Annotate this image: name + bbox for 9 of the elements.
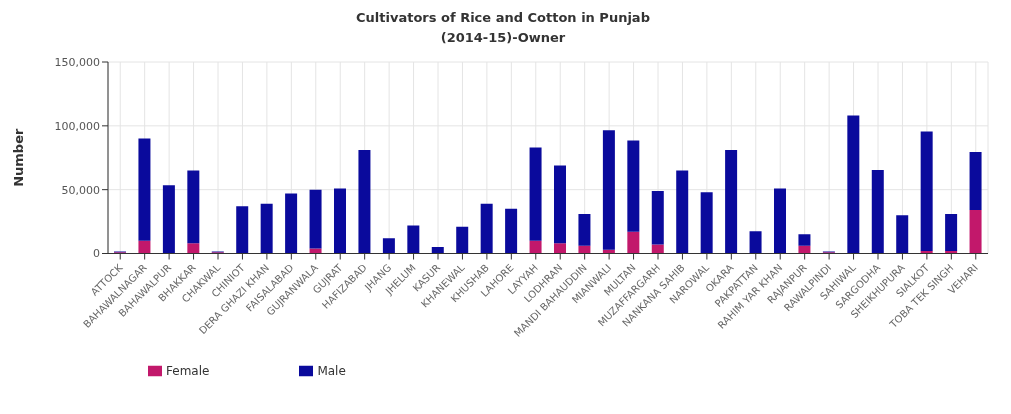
y-tick-label: 0 <box>93 247 100 261</box>
y-tick-label: 150,000 <box>54 55 100 69</box>
chart-subtitle: (2014-15)-Owner <box>439 29 567 47</box>
y-tick-label: 100,000 <box>54 119 100 133</box>
legend-label: Male <box>317 363 346 378</box>
y-axis-title: Number <box>10 128 26 187</box>
chart-title: Cultivators of Rice and Cotton in Punjab <box>355 9 651 27</box>
legend-label: Female <box>166 363 210 378</box>
y-tick-label: 50,000 <box>61 183 100 197</box>
